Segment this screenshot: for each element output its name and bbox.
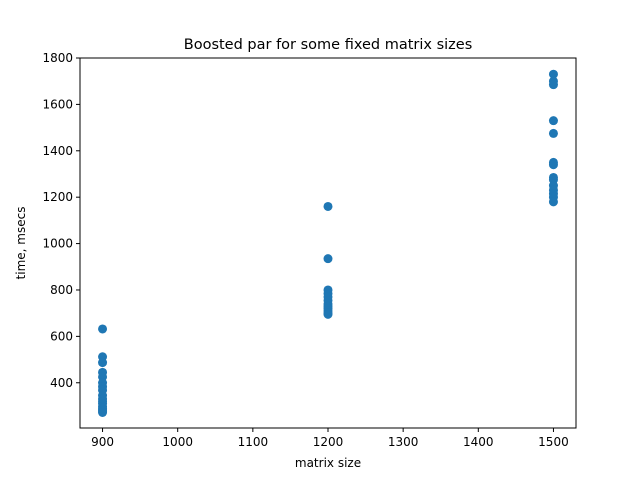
x-tick-label: 1000 <box>162 435 193 449</box>
y-tick-label: 1800 <box>42 51 73 65</box>
y-axis-label: time, msecs <box>14 207 28 280</box>
y-tick-label: 1400 <box>42 144 73 158</box>
data-point <box>98 324 108 334</box>
x-tick-label: 1300 <box>388 435 419 449</box>
x-tick-label: 1200 <box>313 435 344 449</box>
data-points <box>98 69 558 417</box>
data-point <box>323 254 333 264</box>
y-tick-label: 1200 <box>42 190 73 204</box>
x-tick-label: 900 <box>91 435 114 449</box>
y-tick-label: 600 <box>50 329 73 343</box>
data-point <box>548 69 558 79</box>
x-tick-label: 1400 <box>463 435 494 449</box>
data-point <box>98 407 108 417</box>
data-point <box>548 116 558 126</box>
data-point <box>323 201 333 211</box>
x-tick-label: 1500 <box>538 435 569 449</box>
data-point <box>548 197 558 207</box>
data-point <box>548 128 558 138</box>
data-point <box>548 160 558 170</box>
data-point <box>98 358 108 368</box>
y-tick-label: 800 <box>50 283 73 297</box>
y-axis-ticks: 400 600 800 1000 1200 1400 1600 1800 <box>42 51 80 390</box>
y-tick-label: 400 <box>50 376 73 390</box>
x-tick-label: 1100 <box>238 435 269 449</box>
x-axis-label: matrix size <box>295 456 361 470</box>
data-point <box>323 309 333 319</box>
x-axis-ticks: 900 1000 1100 1200 1300 1400 1500 <box>91 428 569 449</box>
y-tick-label: 1000 <box>42 237 73 251</box>
chart-title: Boosted par for some fixed matrix sizes <box>184 37 473 53</box>
y-tick-label: 1600 <box>42 97 73 111</box>
data-point <box>548 80 558 90</box>
